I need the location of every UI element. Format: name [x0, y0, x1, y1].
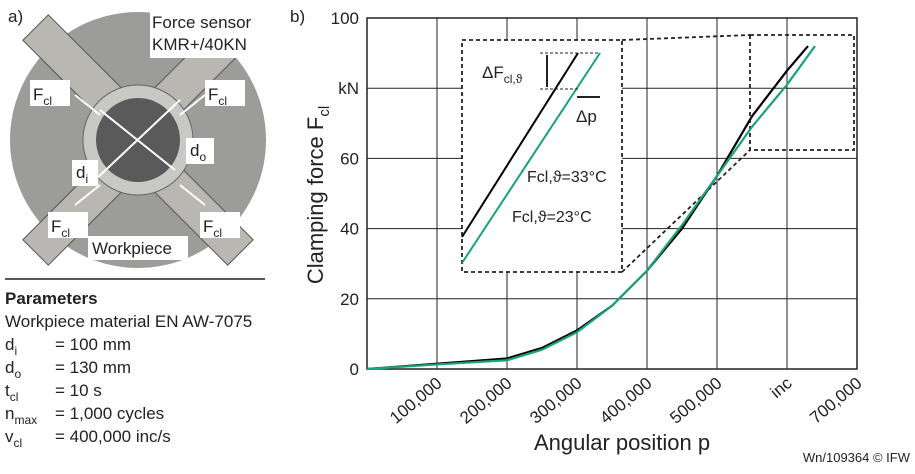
arrow: [74, 184, 101, 206]
label-bg: [88, 236, 188, 260]
series-label: Fcl,ϑ=33°C: [527, 169, 607, 186]
force-label: Fcl: [51, 217, 70, 240]
chart: 0 20 40 60 kN 100 100,000 200,000 300,000 400,000…: [331, 9, 866, 428]
x-tick-label: 500,000: [666, 374, 725, 428]
parameter-value: = 10 s: [55, 381, 102, 400]
parameters-title: Parameters: [5, 289, 98, 308]
label-bg: [48, 212, 88, 238]
subscript: cl: [10, 390, 19, 404]
arrow: [179, 94, 206, 116]
label-bg: [205, 80, 245, 106]
label-bg: [200, 212, 240, 238]
panel-label: b): [290, 7, 305, 26]
arrow: [94, 99, 181, 181]
subscript: i: [14, 344, 17, 358]
label-bg: [72, 160, 98, 186]
x-axis-label: Angular position p: [534, 430, 710, 455]
subscript: cl: [14, 436, 23, 450]
inset-box: [461, 39, 623, 273]
zoom-box: [749, 34, 855, 151]
x-tick-label: 300,000: [526, 374, 585, 428]
zoom-connector: [621, 149, 751, 273]
parameter-symbol: vcl: [5, 427, 22, 450]
symbol: n: [5, 404, 14, 423]
credit: Wn/109364 © IFW: [803, 450, 911, 465]
do-label: do: [190, 141, 206, 164]
label-bg: [30, 80, 70, 106]
delta-f-label: ΔFcl,ϑ: [482, 63, 523, 86]
force-label: Fcl: [33, 85, 52, 108]
y-tick-label: 20: [340, 290, 359, 309]
panel-label: a): [8, 7, 23, 26]
zoom-connector: [621, 34, 751, 41]
series-label: Fcl,ϑ=23°C: [512, 209, 592, 226]
symbol: d: [5, 358, 14, 377]
y-tick-label: kN: [338, 79, 359, 98]
arrow: [179, 184, 206, 206]
data-line: [366, 45, 816, 371]
force-label: Fcl: [203, 217, 222, 240]
parameter-symbol: di: [5, 335, 17, 358]
x-tick-label: 400,000: [596, 374, 655, 428]
parameter-symbol: nmax: [5, 404, 37, 427]
force-label: Fcl: [208, 85, 227, 108]
label-bg: [186, 138, 214, 164]
parameter: Workpiece material EN AW-7075: [5, 312, 252, 331]
y-tick-label: 40: [340, 220, 359, 239]
subscript: cl,ϑ: [504, 72, 523, 86]
text: ΔF: [482, 63, 504, 82]
x-tick-label: 200,000: [456, 374, 515, 428]
symbol: t: [5, 381, 10, 400]
x-tick-label: inc: [767, 373, 796, 402]
photo-label: KMR+/40KN: [152, 35, 247, 54]
parameter-value: = 400,000 inc/s: [55, 427, 171, 446]
subscript: max: [14, 413, 37, 427]
photo-label: Force sensor: [152, 13, 252, 32]
x-tick-label: 100,000: [386, 374, 445, 428]
parameter-symbol: do: [5, 358, 21, 381]
y-axis-label: Clamping force Fcl: [303, 106, 333, 284]
parameter-symbol: tcl: [5, 381, 18, 404]
symbol: d: [5, 335, 14, 354]
y-tick-label: 60: [340, 149, 359, 168]
parameter-value: = 100 mm: [55, 335, 131, 354]
di-label: di: [76, 163, 88, 186]
arrow: [74, 94, 101, 116]
y-tick-label: 100: [331, 9, 359, 28]
symbol: v: [5, 427, 14, 446]
label-bg: [150, 12, 262, 58]
plot-frame: [366, 17, 858, 370]
inset-curve: [461, 52, 579, 238]
inset-curve: [461, 52, 601, 264]
parameter-value: = 130 mm: [55, 358, 131, 377]
x-tick-label: 700,000: [806, 374, 865, 428]
y-tick-label: 0: [350, 360, 359, 379]
parameter-value: = 1,000 cycles: [55, 404, 164, 423]
delta-p-label: Δp: [576, 107, 597, 126]
workpiece-label: Workpiece: [92, 239, 172, 258]
subscript: o: [14, 367, 21, 381]
photo: Force sensor KMR+/40KN Fcl Fcl Fcl Fcl d…: [5, 5, 267, 268]
